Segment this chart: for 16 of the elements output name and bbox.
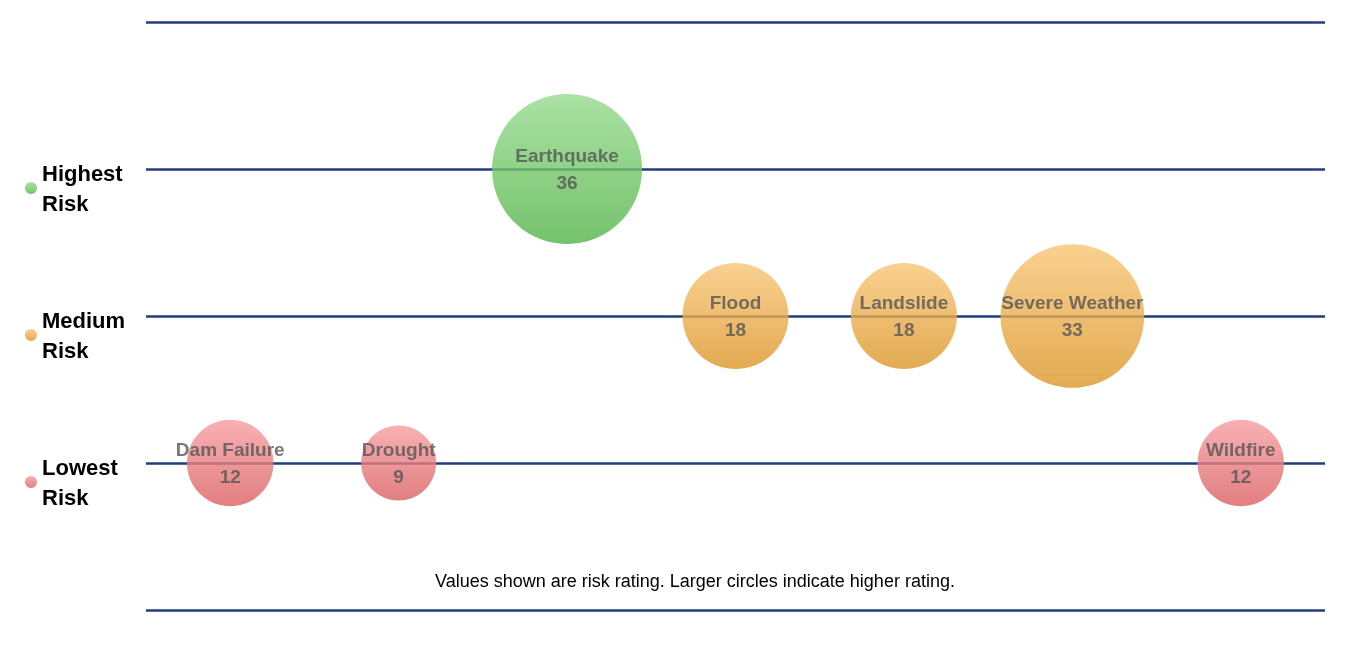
- data-label: 18: [724, 319, 747, 340]
- category-label: Earthquake: [515, 145, 619, 166]
- legend-label: Highest Risk: [42, 160, 124, 216]
- legend-label: Medium Risk: [42, 307, 126, 363]
- category-label: Severe Weather: [1001, 292, 1145, 313]
- data-label: 36: [556, 172, 578, 193]
- text: Values shown are risk rating. Larger circles indicate higher rating.: [435, 571, 955, 591]
- category-label: Flood: [709, 292, 762, 313]
- data-label: 12: [219, 466, 241, 487]
- category-label: Wildfire: [1206, 439, 1276, 460]
- legend-label: Lowest Risk: [42, 454, 119, 510]
- category-label: Landslide: [859, 292, 949, 313]
- data-label: 33: [1061, 319, 1083, 340]
- data-label: 12: [1230, 466, 1252, 487]
- data-label: 9: [393, 466, 404, 487]
- data-label: 18: [893, 319, 915, 340]
